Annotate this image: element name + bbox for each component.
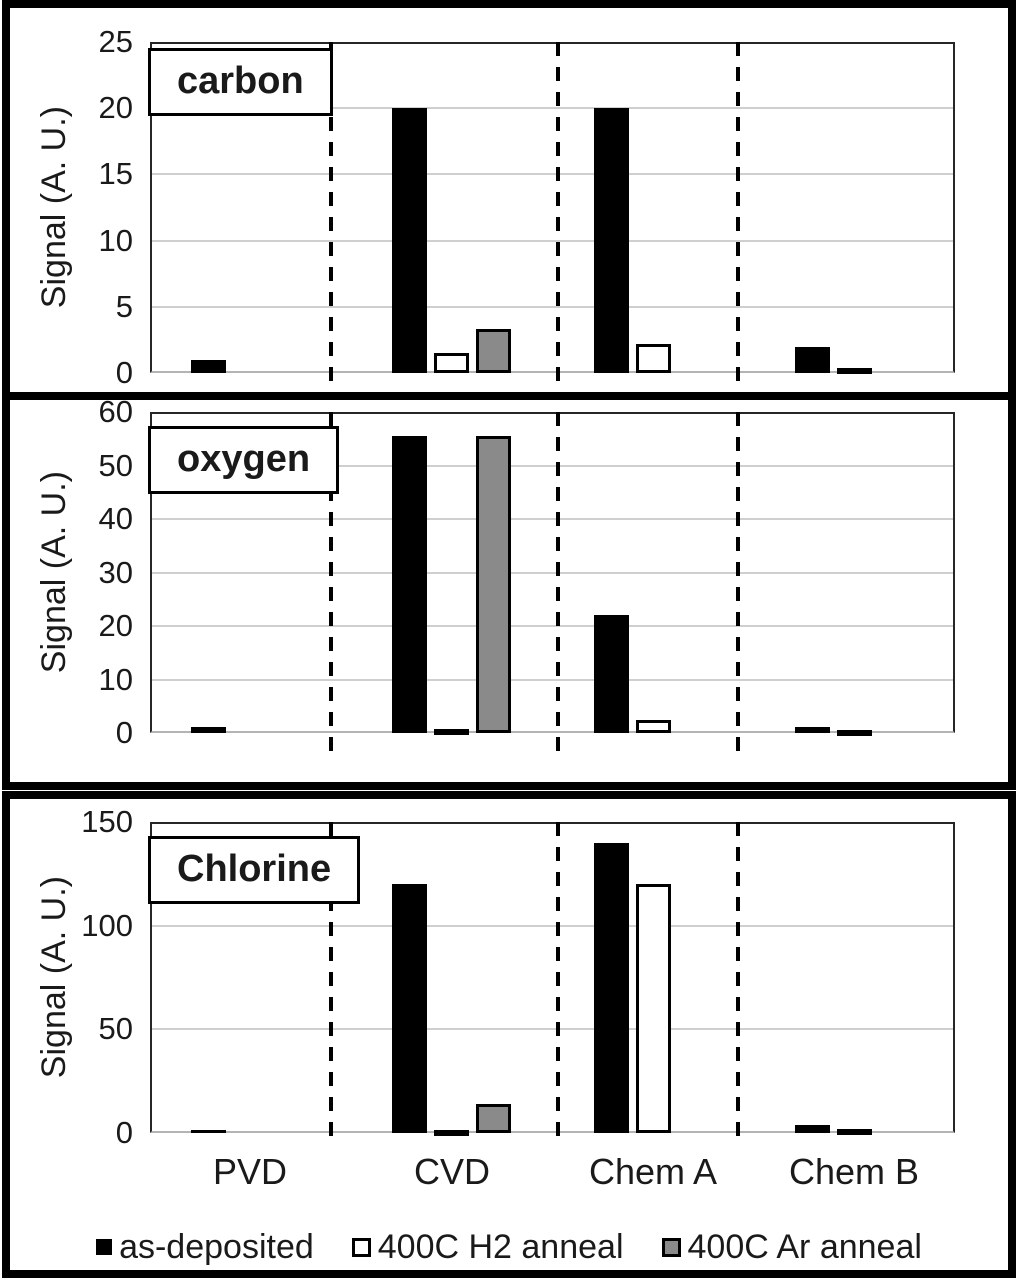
- carbon-panel-label: carbon: [148, 48, 333, 116]
- bar-Chlorine-PVD-as-deposited: [191, 1129, 227, 1133]
- bar-Chlorine-Chem B-400C H2 anneal: [836, 1128, 872, 1135]
- bar-carbon-Chem B-400C H2 anneal: [836, 367, 872, 374]
- y-tick-label: 30: [98, 554, 133, 590]
- y-tick-label: 20: [98, 608, 133, 643]
- bar-oxygen-CVD-400C Ar anneal: [476, 436, 512, 733]
- bar-oxygen-CVD-as-deposited: [392, 436, 428, 733]
- legend-item-h2-anneal: 400C H2 anneal: [351, 1228, 624, 1266]
- bar-carbon-CVD-400C H2 anneal: [434, 353, 470, 373]
- bar-carbon-PVD-as-deposited: [191, 359, 227, 373]
- x-label-chem-a: Chem A: [588, 1151, 718, 1192]
- carbon-plot-frame: [150, 42, 955, 373]
- legend-item-as-deposited: as-deposited: [96, 1228, 314, 1266]
- group-separator-dashed-line: [736, 42, 740, 393]
- black-square-swatch-icon: [96, 1239, 113, 1255]
- panel-label-text: oxygen: [177, 438, 311, 480]
- bar-carbon-CVD-as-deposited: [392, 108, 428, 373]
- x-label-cvd: CVD: [413, 1151, 491, 1192]
- bar-oxygen-Chem B-400C H2 anneal: [836, 729, 872, 736]
- y-tick-label: 10: [98, 222, 133, 258]
- bar-oxygen-PVD-as-deposited: [191, 726, 227, 733]
- y-tick-label: 40: [98, 501, 133, 536]
- legend: as-deposited 400C H2 anneal 400C Ar anne…: [2, 1228, 1016, 1266]
- bar-carbon-Chem A-as-deposited: [593, 108, 629, 373]
- white-square-swatch-icon: [351, 1237, 371, 1257]
- bar-carbon-Chem B-as-deposited: [794, 346, 830, 373]
- y-tick-label: 0: [115, 715, 133, 750]
- bar-oxygen-Chem B-as-deposited: [794, 726, 830, 733]
- group-separator-dashed-line: [556, 412, 560, 753]
- group-separator-dashed-line: [329, 42, 333, 393]
- y-tick-label: 150: [81, 804, 133, 839]
- bar-Chlorine-Chem A-as-deposited: [593, 842, 629, 1133]
- bar-Chlorine-CVD-400C Ar anneal: [476, 1103, 512, 1133]
- chlorine-panel-label: Chlorine: [148, 836, 361, 904]
- group-separator-dashed-line: [556, 822, 560, 1145]
- gridline: [152, 239, 953, 242]
- legend-label: 400C Ar anneal: [687, 1228, 922, 1266]
- bar-Chlorine-CVD-400C H2 anneal: [434, 1130, 470, 1136]
- y-tick-label: 50: [98, 1011, 133, 1047]
- chlorine-y-axis-title: Signal (A. U.): [28, 822, 80, 1133]
- gridline: [152, 625, 953, 627]
- bar-Chlorine-Chem B-as-deposited: [794, 1124, 830, 1133]
- y-tick-label: 15: [98, 156, 133, 192]
- gridline: [152, 107, 953, 110]
- legend-label: as-deposited: [119, 1228, 314, 1266]
- y-tick-label: 100: [81, 907, 133, 943]
- gridline: [152, 924, 953, 927]
- gray-square-swatch-icon: [661, 1237, 681, 1257]
- bar-Chlorine-Chem A-400C H2 anneal: [635, 884, 671, 1133]
- y-tick-label: 20: [98, 90, 133, 126]
- bar-carbon-Chem A-400C H2 anneal: [635, 343, 671, 373]
- Chlorine-plot-frame: [150, 822, 955, 1133]
- bar-carbon-CVD-400C Ar anneal: [476, 329, 512, 373]
- x-label-pvd: PVD: [212, 1151, 288, 1192]
- y-tick-label: 10: [98, 661, 133, 697]
- group-separator-dashed-line: [556, 42, 560, 393]
- panel-label-text: Chlorine: [177, 848, 332, 890]
- gridline: [152, 678, 953, 681]
- panel-label-text: carbon: [177, 60, 304, 102]
- y-axis-title-text: Signal (A. U.): [34, 106, 73, 309]
- y-tick-label: 60: [98, 394, 133, 429]
- bar-oxygen-Chem A-400C H2 anneal: [635, 719, 671, 733]
- gridline: [152, 173, 953, 176]
- gridline: [152, 305, 953, 308]
- gridline: [152, 464, 953, 467]
- gridline: [152, 518, 953, 520]
- bar-Chlorine-CVD-as-deposited: [392, 884, 428, 1133]
- y-tick-label: 0: [115, 355, 133, 390]
- group-separator-dashed-line: [329, 412, 333, 753]
- group-separator-dashed-line: [329, 822, 333, 1145]
- group-separator-dashed-line: [736, 412, 740, 753]
- x-label-chem-b: Chem B: [788, 1151, 920, 1192]
- oxygen-plot-frame: [150, 412, 955, 733]
- group-separator-dashed-line: [736, 822, 740, 1145]
- lower-panel-frame: [2, 791, 1016, 1278]
- y-tick-label: 5: [115, 288, 133, 324]
- y-tick-label: 25: [98, 24, 133, 59]
- oxygen-panel-label: oxygen: [148, 426, 340, 494]
- bar-oxygen-Chem A-as-deposited: [593, 615, 629, 733]
- gridline: [152, 1028, 953, 1031]
- gridline: [152, 571, 953, 574]
- carbon-oxygen-divider: [2, 392, 1016, 400]
- legend-item-ar-anneal: 400C Ar anneal: [661, 1228, 922, 1266]
- bar-oxygen-CVD-400C H2 anneal: [434, 728, 470, 735]
- y-tick-label: 50: [98, 447, 133, 483]
- y-tick-label: 0: [115, 1115, 133, 1150]
- legend-label: 400C H2 anneal: [377, 1228, 624, 1266]
